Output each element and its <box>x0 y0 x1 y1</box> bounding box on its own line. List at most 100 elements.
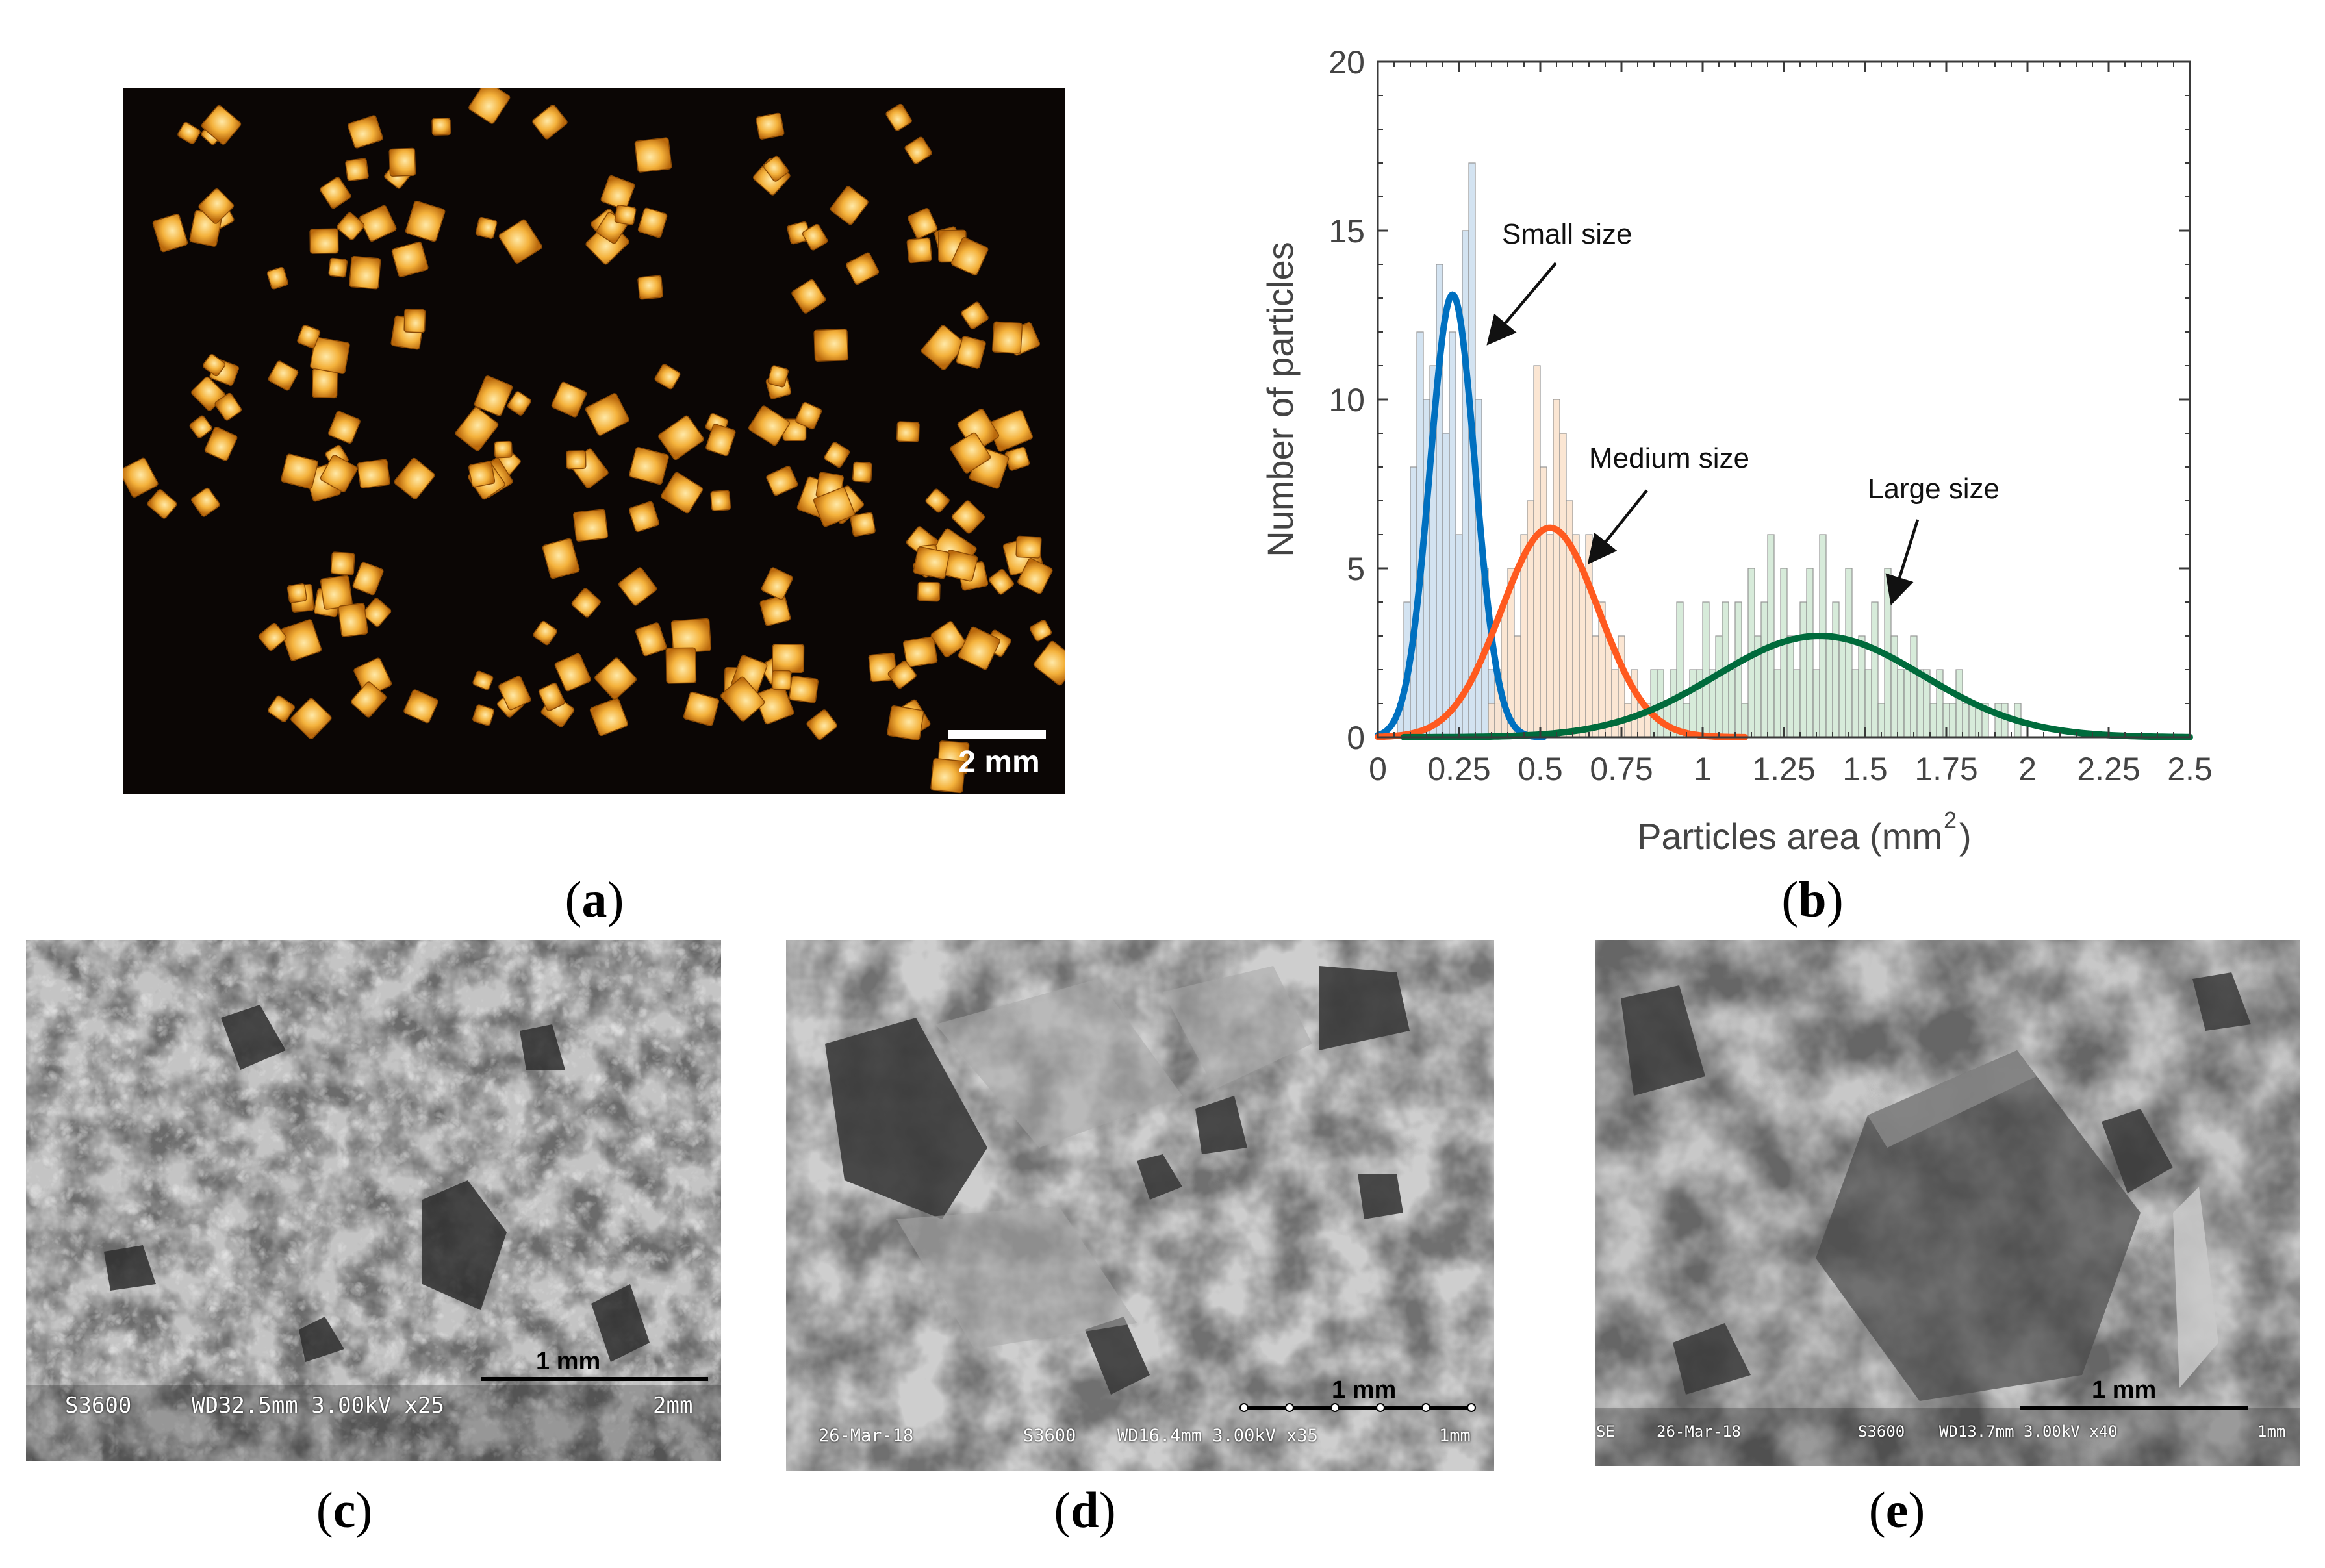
crystal-particle <box>629 447 669 485</box>
crystal-particle <box>658 415 704 461</box>
crystal-particle <box>904 136 932 164</box>
histogram-bar <box>1936 669 1944 738</box>
crystal-particle <box>813 487 856 527</box>
histogram-bar <box>1734 601 1742 738</box>
y-tick-label: 5 <box>1347 551 1365 587</box>
histogram-bar <box>1540 466 1547 738</box>
x-tick-label: 0.25 <box>1427 751 1490 787</box>
crystal-particle <box>802 223 828 251</box>
crystal-particle <box>958 626 1000 670</box>
crystal-particle <box>320 177 351 209</box>
histogram-bar <box>1799 601 1807 738</box>
crystal-particle <box>328 257 348 278</box>
histogram-bar <box>1929 703 1937 738</box>
x-tick-label: 0.5 <box>1518 751 1563 787</box>
y-axis-label: Number of particles <box>1260 242 1301 557</box>
arrow-medium-size <box>1587 489 1648 565</box>
histogram-bar <box>1442 433 1450 738</box>
histogram-bar <box>1962 703 1970 738</box>
crystal-particle <box>391 241 429 277</box>
crystal-particle <box>571 588 601 618</box>
sem-info-instrument-e: S3600 <box>1858 1423 1905 1441</box>
histogram-bar <box>1553 399 1560 738</box>
crystal-particle <box>930 758 966 794</box>
histogram-bar <box>1780 568 1788 738</box>
crystal-particle <box>498 676 531 711</box>
crystal-particle <box>533 620 557 646</box>
crystal-particle <box>896 421 920 442</box>
crystal-particle <box>791 279 826 314</box>
crystal-particle <box>1017 558 1053 594</box>
crystal-particle <box>330 551 355 575</box>
sem-scale-label-c: 1 mm <box>536 1348 601 1375</box>
crystal-particle <box>654 364 681 390</box>
crystal-particle <box>266 266 288 290</box>
annotation-small-size: Small size <box>1502 218 1633 250</box>
crystal-particle <box>347 115 383 149</box>
arrow-large-size <box>1885 519 1920 606</box>
crystal-particle <box>772 644 805 673</box>
histogram-bar <box>1611 669 1619 738</box>
crystal-particle <box>310 336 350 374</box>
crystal-particle <box>754 684 794 725</box>
crystal-particle <box>147 489 177 519</box>
histogram-bar <box>1579 568 1586 738</box>
crystal-particle <box>906 237 932 264</box>
histogram-bar <box>1858 635 1866 738</box>
histogram-bar <box>1851 669 1859 738</box>
crystal-particle <box>258 622 287 651</box>
histogram-bar <box>1994 703 2002 738</box>
crystal-particle <box>759 595 791 626</box>
x-axis-label-sup: 2 <box>1944 807 1957 833</box>
x-axis-label: Particles area (mm <box>1637 816 1942 857</box>
histogram-bar <box>1728 669 1736 738</box>
histogram-bar <box>1676 601 1684 738</box>
x-tick-label: 0.75 <box>1590 751 1653 787</box>
fit-curve-1 <box>1375 524 1748 740</box>
histogram-bar <box>1955 669 1963 738</box>
crystal-particle <box>950 432 991 474</box>
y-tick-label: 20 <box>1328 44 1365 81</box>
panel-d-sem-image: 1 mm 26-Mar-18 S3600 WD16.4mm 3.00kV x35… <box>786 940 1494 1471</box>
crystal-particle <box>507 391 531 416</box>
crystal-particle <box>634 137 672 173</box>
histogram-bar <box>1890 635 1898 738</box>
caption-c: (c) <box>316 1482 373 1538</box>
x-tick-label: 1 <box>1694 751 1712 787</box>
crystal-particle <box>600 175 635 210</box>
crystal-particle <box>635 622 667 657</box>
crystal-particle <box>204 427 238 461</box>
histogram-bar <box>1760 601 1768 738</box>
crystal-particle <box>885 103 912 131</box>
histogram-bar <box>1897 669 1905 738</box>
histogram-bar <box>1715 635 1723 738</box>
sem-texture-e <box>1595 940 2300 1466</box>
crystal-particle <box>123 457 159 498</box>
crystal-particle <box>989 569 1014 595</box>
annotation-large-size: Large size <box>1868 473 2000 505</box>
crystal-particle <box>388 147 416 177</box>
crystal-particle <box>956 336 986 369</box>
histogram-bar <box>1767 534 1775 738</box>
sem-info-scale-e: 1mm <box>2257 1423 2286 1441</box>
crystal-particle <box>913 546 950 579</box>
crystal-particle <box>585 393 629 436</box>
crystal-particle <box>887 705 924 740</box>
crystal-particle <box>468 461 496 488</box>
crystal-particle <box>720 676 765 722</box>
crystal-particle <box>951 500 985 534</box>
crystal-particle <box>950 237 989 276</box>
crystal-particle <box>349 255 381 290</box>
sem-info-date-e: 26-Mar-18 <box>1657 1423 1742 1441</box>
crystal-particle <box>748 405 790 446</box>
crystal-particle <box>771 670 792 690</box>
histogram-chart: 0 0.25 0.5 0.75 1 1.25 1.5 1.75 2 2.25 2.5 0 5 10 15 20… <box>1260 44 2213 857</box>
crystal-particle <box>542 538 580 579</box>
crystal-particle <box>683 691 720 726</box>
sem-info-date-d: 26-Mar-18 <box>819 1426 914 1446</box>
crystal-particle <box>763 155 789 182</box>
crystal-particle <box>665 647 697 684</box>
crystal-particle <box>201 105 242 145</box>
crystal-particle <box>795 402 822 430</box>
crystal-particle <box>403 689 438 724</box>
